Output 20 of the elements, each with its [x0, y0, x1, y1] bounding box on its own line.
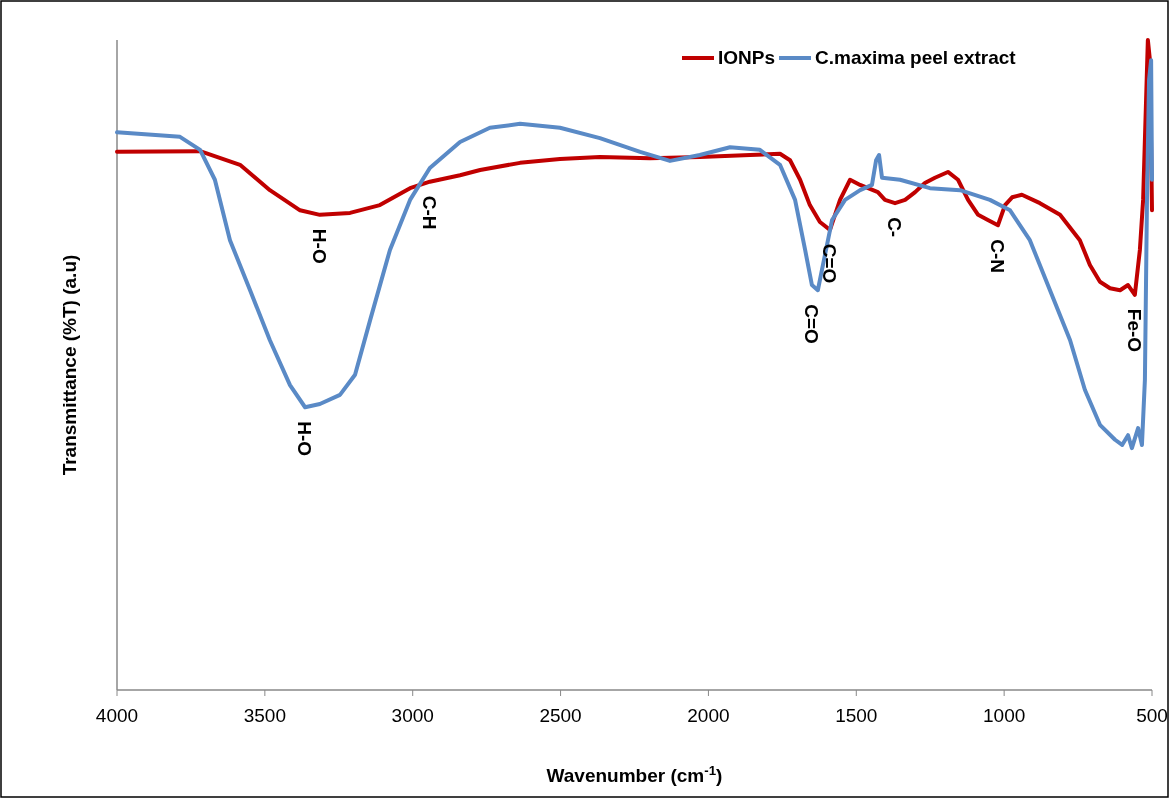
annotation: C-N: [987, 239, 1009, 274]
x-tick-label: 1500: [835, 705, 878, 726]
annotation: C-H: [419, 195, 441, 230]
annotation: C-: [884, 217, 906, 238]
y-axis-title: Transmittance (%T) (a.u): [59, 254, 80, 476]
x-tick-label: 1000: [983, 705, 1026, 726]
x-tick-label: 3500: [243, 705, 286, 726]
x-tick-label: 500: [1136, 705, 1168, 726]
annotation: Fe-O: [1124, 308, 1146, 353]
x-tick-label: 4000: [95, 705, 139, 726]
x-tick-label: 2500: [539, 705, 582, 726]
x-tick-label: 2000: [687, 705, 730, 726]
x-tick-label: 3000: [391, 705, 434, 726]
legend-label: IONPs: [718, 47, 776, 68]
legend-label: C.maxima peel extract: [815, 47, 1017, 68]
annotation: C=O: [819, 243, 841, 284]
x-axis-title: Wavenumber (cm$^{-1}$): [546, 762, 723, 786]
annotation: C=O: [801, 304, 823, 344]
annotation: H-O: [294, 421, 316, 457]
annotation: H-O: [309, 228, 331, 264]
